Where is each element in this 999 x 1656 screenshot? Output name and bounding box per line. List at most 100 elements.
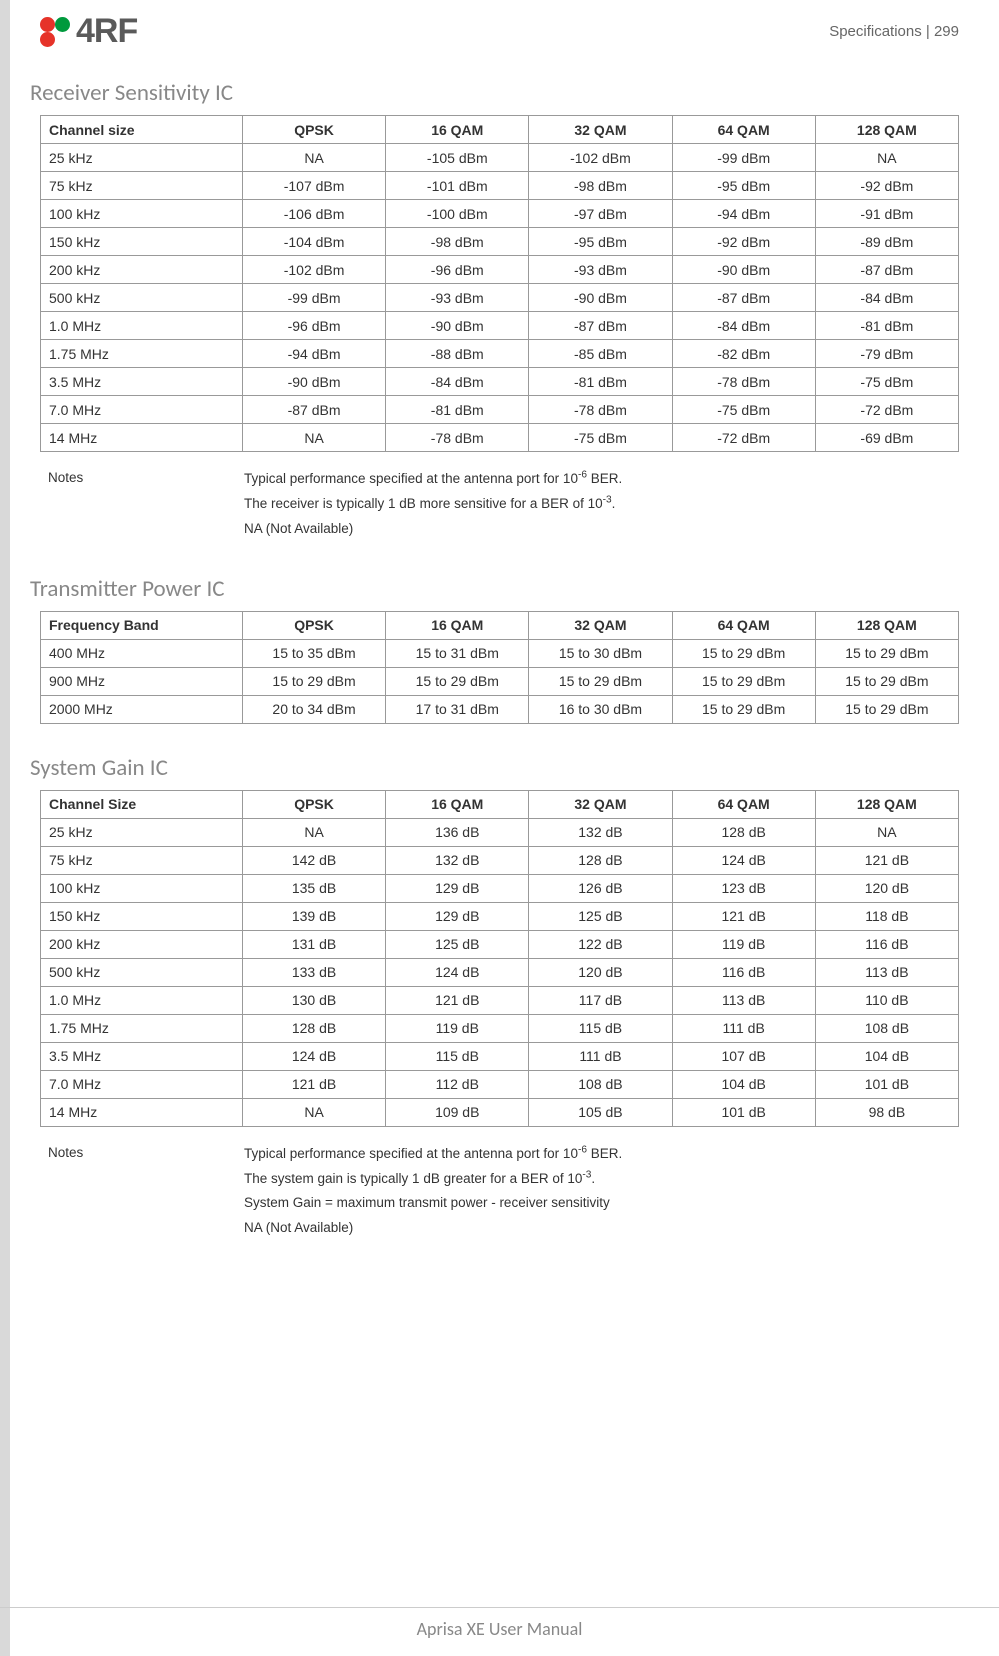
table-cell: -92 dBm bbox=[815, 172, 958, 200]
table-cell: 15 to 29 dBm bbox=[815, 639, 958, 667]
table-cell: -78 dBm bbox=[386, 424, 529, 452]
table-row: 400 MHz15 to 35 dBm15 to 31 dBm15 to 30 … bbox=[41, 639, 959, 667]
logo-text: 4RF bbox=[76, 12, 137, 51]
table-row: 150 kHz139 dB129 dB125 dB121 dB118 dB bbox=[41, 902, 959, 930]
table-cell: -75 dBm bbox=[529, 424, 672, 452]
table-cell: 111 dB bbox=[672, 1014, 815, 1042]
table-cell: NA bbox=[815, 818, 958, 846]
receiver-notes: Notes Typical performance specified at t… bbox=[48, 470, 959, 545]
table-cell: 15 to 29 dBm bbox=[815, 695, 958, 723]
table-cell: 121 dB bbox=[386, 986, 529, 1014]
table-cell: -99 dBm bbox=[242, 284, 385, 312]
table-cell: 128 dB bbox=[672, 818, 815, 846]
section-title-transmitter: Transmitter Power IC bbox=[30, 575, 959, 603]
table-cell: 113 dB bbox=[815, 958, 958, 986]
column-header: 16 QAM bbox=[386, 790, 529, 818]
table-row: 150 kHz-104 dBm-98 dBm-95 dBm-92 dBm-89 … bbox=[41, 228, 959, 256]
table-cell: -90 dBm bbox=[529, 284, 672, 312]
table-cell: 126 dB bbox=[529, 874, 672, 902]
table-cell: -78 dBm bbox=[672, 368, 815, 396]
table-cell: -93 dBm bbox=[529, 256, 672, 284]
table-cell: 108 dB bbox=[529, 1070, 672, 1098]
table-row: 1.75 MHz128 dB119 dB115 dB111 dB108 dB bbox=[41, 1014, 959, 1042]
table-row: 14 MHzNA109 dB105 dB101 dB98 dB bbox=[41, 1098, 959, 1126]
table-cell: 123 dB bbox=[672, 874, 815, 902]
table-cell: 142 dB bbox=[242, 846, 385, 874]
table-cell: -87 dBm bbox=[815, 256, 958, 284]
note-line: Typical performance specified at the ant… bbox=[244, 470, 622, 489]
page-left-shadow bbox=[0, 0, 10, 1656]
table-cell: -69 dBm bbox=[815, 424, 958, 452]
table-cell: 132 dB bbox=[529, 818, 672, 846]
table-cell: -79 dBm bbox=[815, 340, 958, 368]
table-cell: 118 dB bbox=[815, 902, 958, 930]
column-header: 128 QAM bbox=[815, 116, 958, 144]
table-cell: -94 dBm bbox=[672, 200, 815, 228]
table-row: 25 kHzNA-105 dBm-102 dBm-99 dBmNA bbox=[41, 144, 959, 172]
table-cell: 1.75 MHz bbox=[41, 1014, 243, 1042]
table-cell: -98 dBm bbox=[386, 228, 529, 256]
table-cell: 117 dB bbox=[529, 986, 672, 1014]
notes-label: Notes bbox=[48, 470, 244, 545]
table-cell: 113 dB bbox=[672, 986, 815, 1014]
table-cell: 120 dB bbox=[815, 874, 958, 902]
table-cell: 15 to 31 dBm bbox=[386, 639, 529, 667]
table-cell: 17 to 31 dBm bbox=[386, 695, 529, 723]
table-cell: 3.5 MHz bbox=[41, 1042, 243, 1070]
table-cell: -95 dBm bbox=[672, 172, 815, 200]
column-header: 128 QAM bbox=[815, 611, 958, 639]
table-cell: 119 dB bbox=[386, 1014, 529, 1042]
table-cell: 139 dB bbox=[242, 902, 385, 930]
table-cell: -97 dBm bbox=[529, 200, 672, 228]
table-row: 500 kHz-99 dBm-93 dBm-90 dBm-87 dBm-84 d… bbox=[41, 284, 959, 312]
table-cell: 105 dB bbox=[529, 1098, 672, 1126]
system-gain-table: Channel SizeQPSK16 QAM32 QAM64 QAM128 QA… bbox=[40, 790, 959, 1127]
table-row: 500 kHz133 dB124 dB120 dB116 dB113 dB bbox=[41, 958, 959, 986]
table-cell: -91 dBm bbox=[815, 200, 958, 228]
table-cell: 130 dB bbox=[242, 986, 385, 1014]
section-title-receiver: Receiver Sensitivity IC bbox=[30, 79, 959, 107]
table-cell: -75 dBm bbox=[672, 396, 815, 424]
table-cell: 107 dB bbox=[672, 1042, 815, 1070]
table-cell: 14 MHz bbox=[41, 424, 243, 452]
table-cell: -85 dBm bbox=[529, 340, 672, 368]
table-row: 14 MHzNA-78 dBm-75 dBm-72 dBm-69 dBm bbox=[41, 424, 959, 452]
column-header: 32 QAM bbox=[529, 790, 672, 818]
transmitter-power-table: Frequency BandQPSK16 QAM32 QAM64 QAM128 … bbox=[40, 611, 959, 724]
table-cell: 116 dB bbox=[672, 958, 815, 986]
table-cell: 150 kHz bbox=[41, 902, 243, 930]
table-cell: 15 to 29 dBm bbox=[529, 667, 672, 695]
table-cell: -105 dBm bbox=[386, 144, 529, 172]
table-cell: 110 dB bbox=[815, 986, 958, 1014]
table-cell: 25 kHz bbox=[41, 818, 243, 846]
table-cell: -107 dBm bbox=[242, 172, 385, 200]
table-cell: 16 to 30 dBm bbox=[529, 695, 672, 723]
column-header: Channel size bbox=[41, 116, 243, 144]
table-cell: 98 dB bbox=[815, 1098, 958, 1126]
table-cell: -84 dBm bbox=[386, 368, 529, 396]
table-cell: 15 to 30 dBm bbox=[529, 639, 672, 667]
table-cell: -84 dBm bbox=[672, 312, 815, 340]
table-cell: -87 dBm bbox=[529, 312, 672, 340]
table-cell: -81 dBm bbox=[529, 368, 672, 396]
page-footer: Aprisa XE User Manual bbox=[0, 1607, 999, 1640]
column-header: QPSK bbox=[242, 116, 385, 144]
table-cell: 122 dB bbox=[529, 930, 672, 958]
table-row: 2000 MHz20 to 34 dBm17 to 31 dBm16 to 30… bbox=[41, 695, 959, 723]
table-cell: 133 dB bbox=[242, 958, 385, 986]
table-row: 1.0 MHz-96 dBm-90 dBm-87 dBm-84 dBm-81 d… bbox=[41, 312, 959, 340]
table-cell: 20 to 34 dBm bbox=[242, 695, 385, 723]
receiver-sensitivity-table: Channel sizeQPSK16 QAM32 QAM64 QAM128 QA… bbox=[40, 115, 959, 452]
table-cell: 125 dB bbox=[386, 930, 529, 958]
table-cell: 400 MHz bbox=[41, 639, 243, 667]
column-header: 128 QAM bbox=[815, 790, 958, 818]
table-cell: 121 dB bbox=[815, 846, 958, 874]
table-cell: 1.75 MHz bbox=[41, 340, 243, 368]
column-header: 32 QAM bbox=[529, 116, 672, 144]
table-cell: -99 dBm bbox=[672, 144, 815, 172]
table-cell: 120 dB bbox=[529, 958, 672, 986]
table-cell: 119 dB bbox=[672, 930, 815, 958]
table-cell: 104 dB bbox=[815, 1042, 958, 1070]
table-cell: 115 dB bbox=[529, 1014, 672, 1042]
table-cell: -78 dBm bbox=[529, 396, 672, 424]
